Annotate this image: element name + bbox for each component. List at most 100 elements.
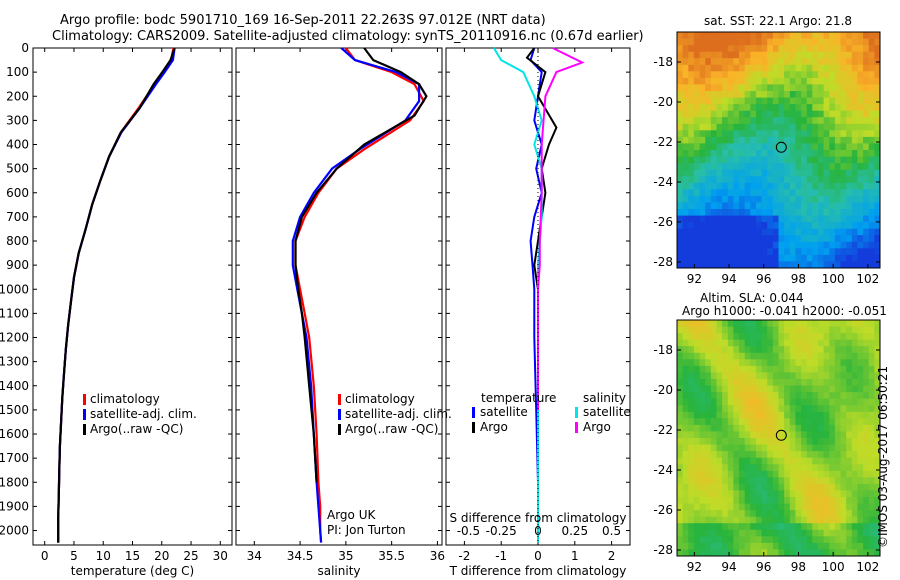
map-cell: [829, 320, 836, 328]
map-cell: [767, 58, 774, 66]
map-cell: [767, 254, 774, 263]
map-cell: [688, 398, 695, 406]
map-cell: [857, 104, 864, 112]
map-cell: [699, 411, 706, 419]
map-cell: [705, 418, 712, 426]
ytick-label: 2000: [0, 524, 29, 538]
map-cell: [823, 490, 830, 498]
map-cell: [823, 241, 830, 249]
map-cell: [716, 222, 723, 230]
map-cell: [733, 359, 740, 367]
map-cell: [812, 379, 819, 387]
map-cell: [750, 320, 757, 328]
map-cell: [699, 261, 706, 268]
map-cell: [761, 130, 768, 138]
map-cell: [710, 241, 717, 249]
map-cell: [818, 444, 825, 452]
map-cell: [840, 51, 847, 59]
map-cell: [818, 503, 825, 511]
map-cell: [767, 51, 774, 59]
map-cell: [806, 110, 813, 118]
map-cell: [727, 123, 734, 131]
map-cell: [874, 444, 880, 452]
map-cell: [772, 235, 780, 243]
map-cell: [795, 202, 802, 210]
map-cell: [688, 248, 695, 256]
map-cell: [677, 333, 684, 341]
map-cell: [789, 529, 796, 537]
map-cell: [801, 490, 808, 498]
map-cell: [733, 333, 740, 341]
map-cell: [868, 379, 875, 387]
map-cell: [772, 451, 780, 459]
map-cell: [682, 150, 689, 158]
map-cell: [699, 241, 706, 249]
map-cell: [874, 320, 880, 328]
map-cell: [874, 97, 880, 105]
map-cell: [851, 84, 858, 92]
map-cell: [682, 195, 689, 204]
map-cell: [801, 536, 808, 544]
map-cell: [812, 444, 819, 452]
map-cell: [823, 549, 830, 556]
map-cell: [778, 261, 785, 268]
map-cell: [744, 457, 751, 465]
map-cell: [739, 169, 746, 177]
map-cell: [733, 326, 740, 334]
map-cell: [688, 195, 695, 204]
map-cell: [784, 477, 791, 485]
map-cell: [829, 536, 836, 544]
map-cell: [846, 529, 853, 537]
map-cell: [750, 84, 757, 92]
ytick-label: 1000: [0, 282, 29, 296]
map-cell: [767, 228, 774, 236]
map-cell: [868, 392, 875, 400]
map-cell: [874, 424, 880, 433]
map-cell: [795, 235, 802, 243]
map-cell: [727, 516, 734, 524]
map-cell: [739, 182, 746, 190]
map-cell: [823, 84, 830, 92]
map-cell: [812, 490, 819, 498]
map-cell: [739, 130, 746, 138]
map-cell: [744, 510, 751, 518]
map-cell: [722, 529, 729, 537]
map-cell: [874, 136, 880, 145]
map-cell: [688, 470, 695, 478]
map-cell: [682, 156, 689, 164]
map-cell: [818, 392, 825, 400]
map-cell: [761, 359, 768, 367]
map-cell: [857, 346, 864, 354]
map-ytick-label: -26: [653, 215, 673, 229]
map-cell: [851, 209, 858, 217]
map-cell: [818, 536, 825, 544]
map-cell: [789, 497, 796, 505]
map-cell: [812, 84, 819, 92]
legend-swatch: [83, 409, 86, 420]
map-cell: [710, 254, 717, 263]
map-cell: [710, 503, 717, 511]
map-cell: [705, 254, 712, 263]
map-cell: [716, 156, 723, 164]
map-cell: [778, 451, 785, 459]
map-cell: [677, 490, 684, 498]
map-cell: [801, 470, 808, 478]
map-cell: [874, 71, 880, 79]
map-cell: [834, 451, 842, 459]
map-cell: [755, 123, 763, 131]
map-cell: [834, 150, 842, 158]
map-cell: [744, 346, 751, 354]
map-cell: [767, 411, 774, 419]
map-ytick-label: -20: [653, 95, 673, 109]
map-cell: [846, 379, 853, 387]
map-cell: [784, 254, 791, 263]
map-cell: [840, 372, 847, 380]
map-cell: [823, 182, 830, 190]
map-cell: [755, 51, 763, 59]
map-cell: [868, 248, 875, 256]
map-cell: [693, 359, 701, 367]
map-cell: [699, 542, 706, 551]
map-cell: [682, 464, 689, 472]
ytick-label: 200: [6, 89, 29, 103]
map-cell: [795, 130, 802, 138]
